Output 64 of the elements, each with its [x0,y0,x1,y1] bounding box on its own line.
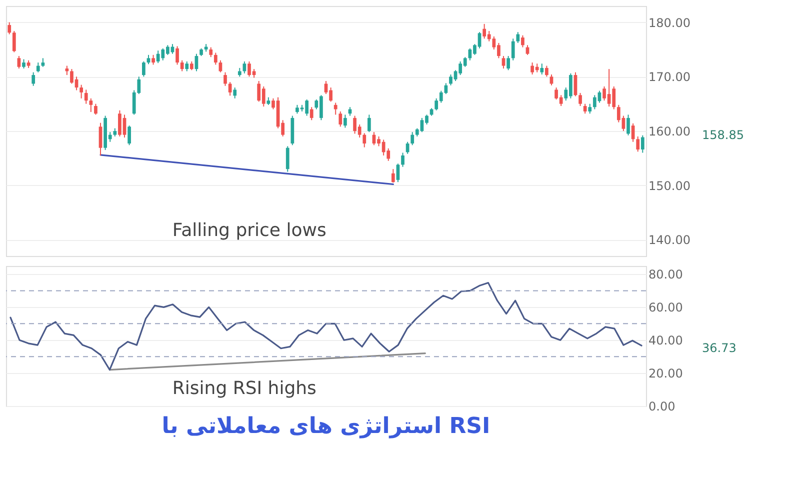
y-tick-label: 180.00 [648,16,690,30]
candlestick [506,56,510,71]
candlestick [146,54,150,65]
candlestick [286,146,290,172]
candlestick [142,60,146,78]
candlestick [98,122,102,156]
candlestick [391,168,395,184]
candlestick [334,102,338,116]
candlestick [233,87,237,99]
candlestick [583,103,587,114]
text: استراتژی های معاملاتی با RSI [162,414,490,439]
candlestick [396,163,400,183]
text: 36.73 [702,340,736,355]
candlestick [32,72,36,86]
candlestick [17,56,21,69]
y-tick-label: 170.00 [648,70,690,84]
candlestick [214,52,218,66]
candlestick [636,136,640,152]
candlestick [540,63,544,75]
candlestick [8,22,12,35]
candlestick [36,62,40,73]
candlestick [344,114,347,128]
candlestick [94,103,98,116]
candlestick [84,89,88,104]
line-series [10,282,642,371]
candlestick [338,110,342,128]
candlestick [545,65,548,78]
candlestick [401,152,404,168]
candlestick [521,34,524,48]
y-tick-label: 20.00 [648,366,683,381]
candlestick [626,114,630,136]
candlestick [578,92,582,106]
candlestick [22,58,26,69]
candlestick [65,65,69,76]
candlestick [180,60,184,72]
candlestick [502,56,506,69]
candlestick [152,54,155,66]
annotation: Rising RSI highs [172,378,316,400]
candlestick [310,106,314,121]
candlestick [367,114,371,133]
candlestick [80,84,84,99]
candlestick [224,72,227,86]
y-tick-label: 140.00 [648,233,690,248]
y-tick-label: 160.00 [648,124,690,138]
candlestick [89,98,93,112]
annotation: Falling price lows [172,220,326,241]
candlestick [640,134,644,154]
candlestick [176,46,179,66]
y-tick-label: 60.00 [648,300,683,315]
y-tick-label: 40.00 [648,334,683,348]
candlestick [511,38,515,61]
candlestick [209,46,213,58]
candlestick [228,82,232,96]
candlestick [516,32,520,44]
candlestick [410,132,414,146]
candlestick [588,103,592,114]
candlestick [12,30,16,53]
y-tick-label: 80.00 [648,268,683,282]
candlestick [128,125,131,146]
candlestick [362,132,366,148]
candlestick [185,60,189,72]
text: 158.85 [702,128,744,142]
y-tick-label: 150.00 [648,178,690,193]
y-tick-label: 0.00 [648,400,676,414]
